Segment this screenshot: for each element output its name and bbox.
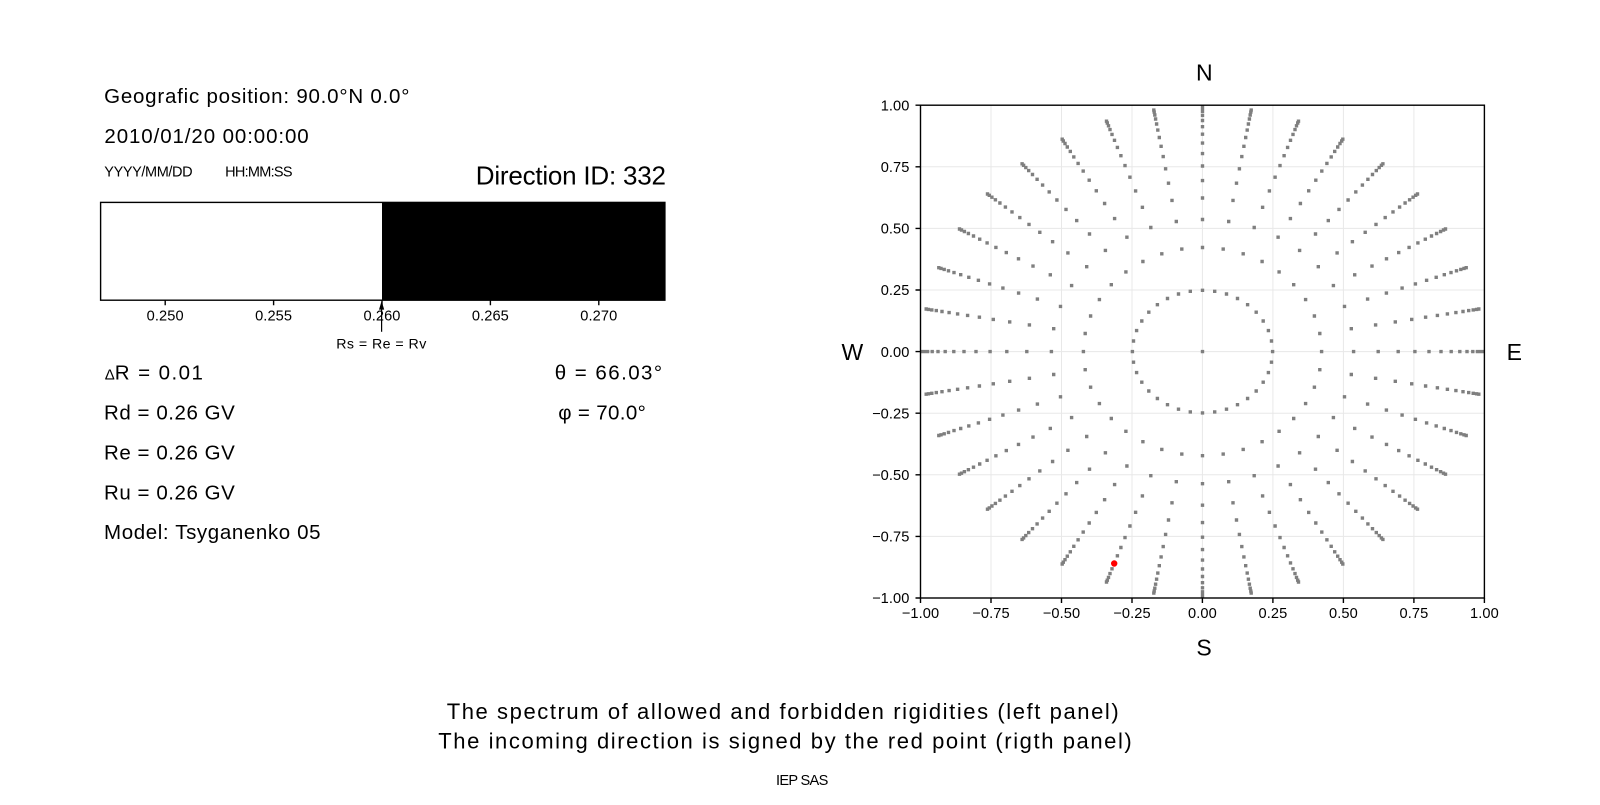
- svg-text:YYYY/MM/DD: YYYY/MM/DD: [104, 164, 192, 180]
- svg-text:Rs = Re = Rv: Rs = Re = Rv: [336, 337, 427, 353]
- svg-text:0.75: 0.75: [881, 160, 910, 176]
- svg-text:−1.00: −1.00: [872, 591, 909, 607]
- svg-text:0.50: 0.50: [1329, 606, 1358, 622]
- svg-text:−0.50: −0.50: [1043, 606, 1080, 622]
- svg-text:−0.50: −0.50: [872, 468, 909, 484]
- svg-text:0.00: 0.00: [881, 345, 910, 361]
- svg-text:1.00: 1.00: [1470, 606, 1499, 622]
- svg-text:0.00: 0.00: [1188, 606, 1217, 622]
- svg-text:0.50: 0.50: [881, 222, 910, 238]
- svg-text:0.25: 0.25: [1258, 606, 1287, 622]
- svg-text:θ = 66.03°: θ = 66.03°: [555, 362, 664, 385]
- svg-text:−0.25: −0.25: [872, 406, 909, 422]
- svg-text:W: W: [841, 339, 863, 365]
- svg-text:0.265: 0.265: [472, 308, 509, 324]
- svg-text:0.255: 0.255: [255, 308, 292, 324]
- svg-text:Rd = 0.26 GV: Rd = 0.26 GV: [104, 402, 235, 425]
- svg-text:The spectrum of allowed and fo: The spectrum of allowed and forbidden ri…: [447, 699, 1121, 724]
- svg-text:0.25: 0.25: [881, 283, 910, 299]
- svg-text:IEP SAS: IEP SAS: [776, 773, 829, 789]
- svg-text:1.00: 1.00: [881, 98, 910, 114]
- svg-text:Ru = 0.26 GV: Ru = 0.26 GV: [104, 482, 235, 505]
- svg-text:Re = 0.26 GV: Re = 0.26 GV: [104, 442, 235, 465]
- svg-text:HH:MM:SS: HH:MM:SS: [225, 164, 292, 180]
- svg-text:0.250: 0.250: [147, 308, 184, 324]
- svg-text:2010/01/20 00:00:00: 2010/01/20 00:00:00: [104, 125, 309, 148]
- svg-text:−0.75: −0.75: [972, 606, 1009, 622]
- svg-text:E: E: [1507, 339, 1522, 365]
- svg-text:Direction ID: 332: Direction ID: 332: [476, 161, 666, 191]
- svg-text:0.75: 0.75: [1399, 606, 1428, 622]
- svg-text:−0.75: −0.75: [872, 530, 909, 546]
- svg-text:−0.25: −0.25: [1113, 606, 1150, 622]
- svg-text:The incoming direction is sign: The incoming direction is signed by the …: [438, 729, 1133, 754]
- svg-text:Geografic position: 90.0°N 0.0: Geografic position: 90.0°N 0.0°: [104, 85, 410, 108]
- svg-text:−1.00: −1.00: [902, 606, 939, 622]
- svg-text:0.270: 0.270: [580, 308, 617, 324]
- svg-text:Model: Tsyganenko 05: Model: Tsyganenko 05: [104, 521, 321, 544]
- svg-text:ΔR = 0.01: ΔR = 0.01: [105, 362, 205, 385]
- svg-text:S: S: [1196, 635, 1211, 661]
- svg-text:φ = 70.0°: φ = 70.0°: [558, 402, 646, 425]
- svg-text:N: N: [1196, 60, 1213, 86]
